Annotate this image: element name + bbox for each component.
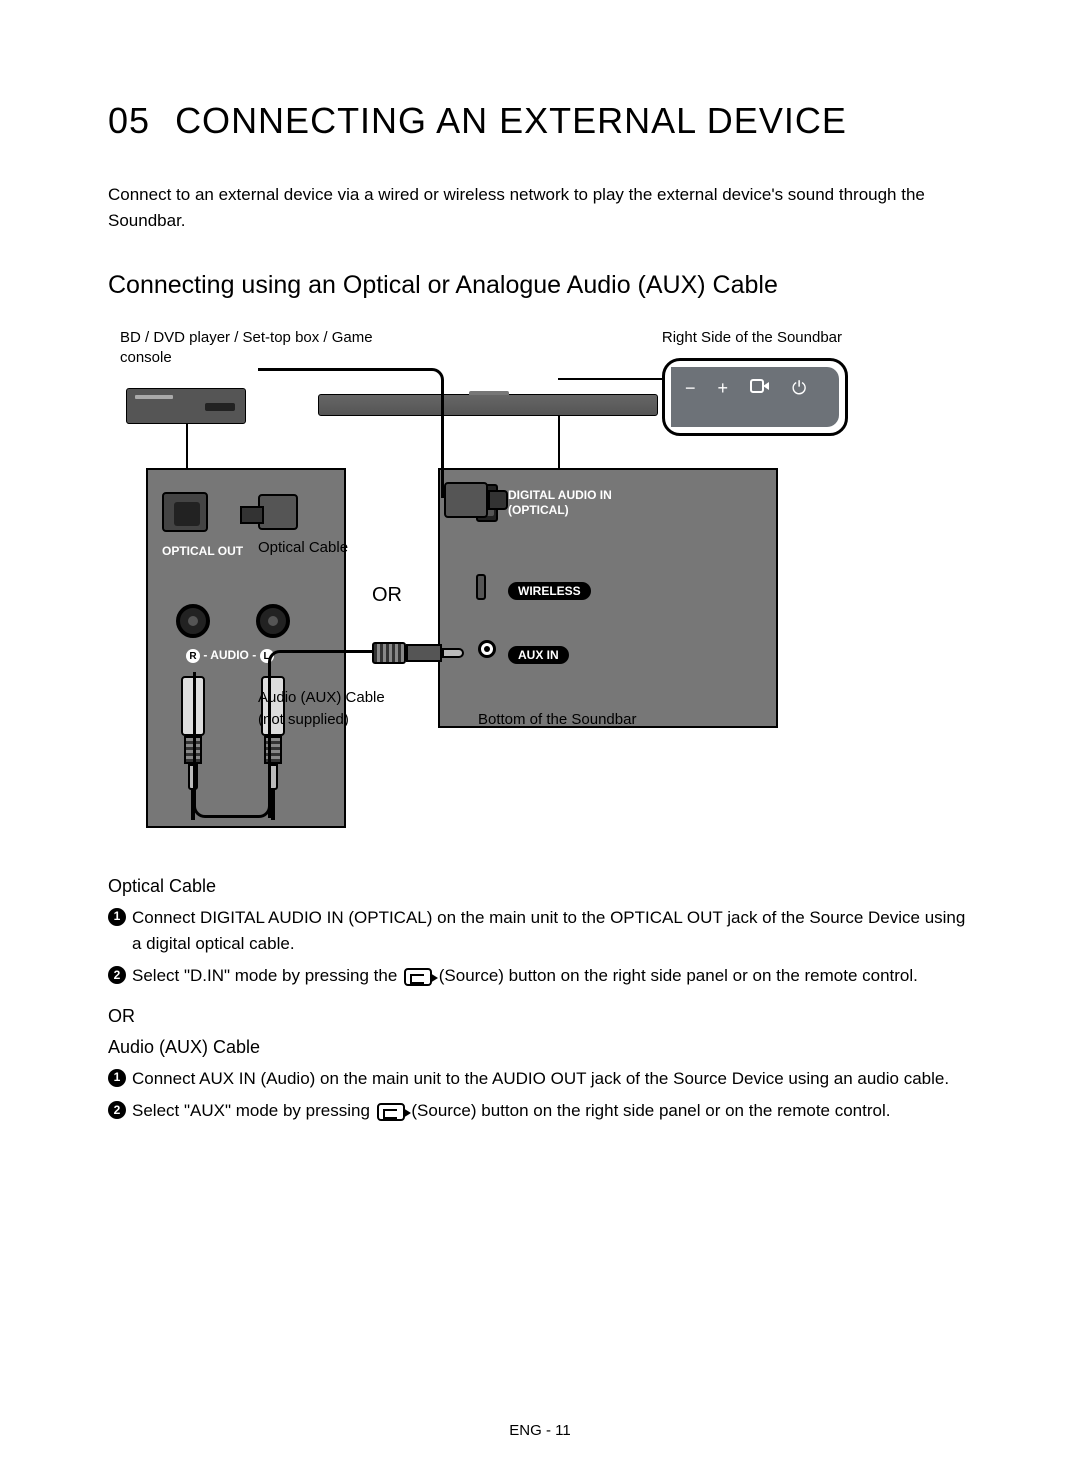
callout-leader (558, 378, 664, 380)
aux-step-2: 2 Select "AUX" mode by pressing (Source)… (108, 1098, 972, 1124)
aux-not-supplied-label: (not supplied) (258, 710, 349, 730)
right-side-label: Right Side of the Soundbar (662, 328, 842, 348)
soundbar-controls-callout: − + ⏻ (662, 358, 848, 436)
optical-cable-line (258, 368, 444, 498)
wireless-reset-hole-icon (476, 574, 486, 600)
step-text: Select "AUX" mode by pressing (Source) b… (132, 1098, 890, 1124)
or-label: OR (372, 584, 402, 607)
connection-diagram: BD / DVD player / Set-top box / Game con… (108, 328, 848, 848)
optical-out-port-icon (162, 492, 208, 532)
chapter-number: 05 (108, 100, 150, 141)
aux-cable-line (268, 650, 372, 818)
optical-cable-label: Optical Cable (258, 538, 348, 558)
optical-plug-soundbar-icon (444, 482, 504, 522)
digital-audio-in-label: DIGITAL AUDIO IN (OPTICAL) (508, 488, 612, 518)
optical-step-2: 2 Select "D.IN" mode by pressing the (So… (108, 963, 972, 989)
optical-step-1: 1 Connect DIGITAL AUDIO IN (OPTICAL) on … (108, 905, 972, 958)
section-title: Connecting using an Optical or Analogue … (108, 271, 972, 300)
leader-line (186, 424, 188, 468)
power-icon: ⏻ (792, 378, 806, 399)
step-number-icon: 2 (108, 1101, 126, 1119)
volume-minus-icon: − (685, 378, 696, 399)
source-icon (750, 377, 770, 400)
chapter-heading: 05 CONNECTING AN EXTERNAL DEVICE (108, 100, 972, 142)
volume-plus-icon: + (718, 378, 729, 399)
optical-plug-source-icon (258, 494, 298, 530)
rca-jack-l-icon (256, 604, 290, 638)
source-device-icon (126, 388, 246, 424)
optical-heading: Optical Cable (108, 876, 972, 897)
page-number: ENG - 11 (0, 1422, 1080, 1439)
chapter-title: CONNECTING AN EXTERNAL DEVICE (175, 100, 847, 141)
source-button-icon (377, 1103, 405, 1121)
aux-plug-icon (372, 640, 466, 666)
step-text: Connect DIGITAL AUDIO IN (OPTICAL) on th… (132, 905, 972, 958)
aux-in-pill-label: AUX IN (508, 646, 569, 664)
aux-heading: Audio (AUX) Cable (108, 1037, 972, 1058)
step-number-icon: 2 (108, 966, 126, 984)
rca-jack-r-icon (176, 604, 210, 638)
source-device-label: BD / DVD player / Set-top box / Game con… (120, 328, 380, 369)
intro-paragraph: Connect to an external device via a wire… (108, 182, 972, 235)
or-heading: OR (108, 1006, 972, 1027)
step-number-icon: 1 (108, 908, 126, 926)
aux-step-1: 1 Connect AUX IN (Audio) on the main uni… (108, 1066, 972, 1092)
audio-rl-label: R - AUDIO - L (186, 648, 274, 664)
optical-out-label: OPTICAL OUT (162, 544, 243, 558)
aux-cable-label: Audio (AUX) Cable (258, 688, 385, 708)
wireless-pill-label: WIRELESS (508, 582, 591, 600)
step-number-icon: 1 (108, 1069, 126, 1087)
optical-instructions: Optical Cable 1 Connect DIGITAL AUDIO IN… (108, 876, 972, 1125)
step-text: Connect AUX IN (Audio) on the main unit … (132, 1066, 949, 1092)
bottom-soundbar-label: Bottom of the Soundbar (478, 710, 636, 730)
step-text: Select "D.IN" mode by pressing the (Sour… (132, 963, 918, 989)
leader-line (558, 416, 560, 468)
source-button-icon (404, 968, 432, 986)
aux-in-jack-icon (478, 640, 496, 658)
